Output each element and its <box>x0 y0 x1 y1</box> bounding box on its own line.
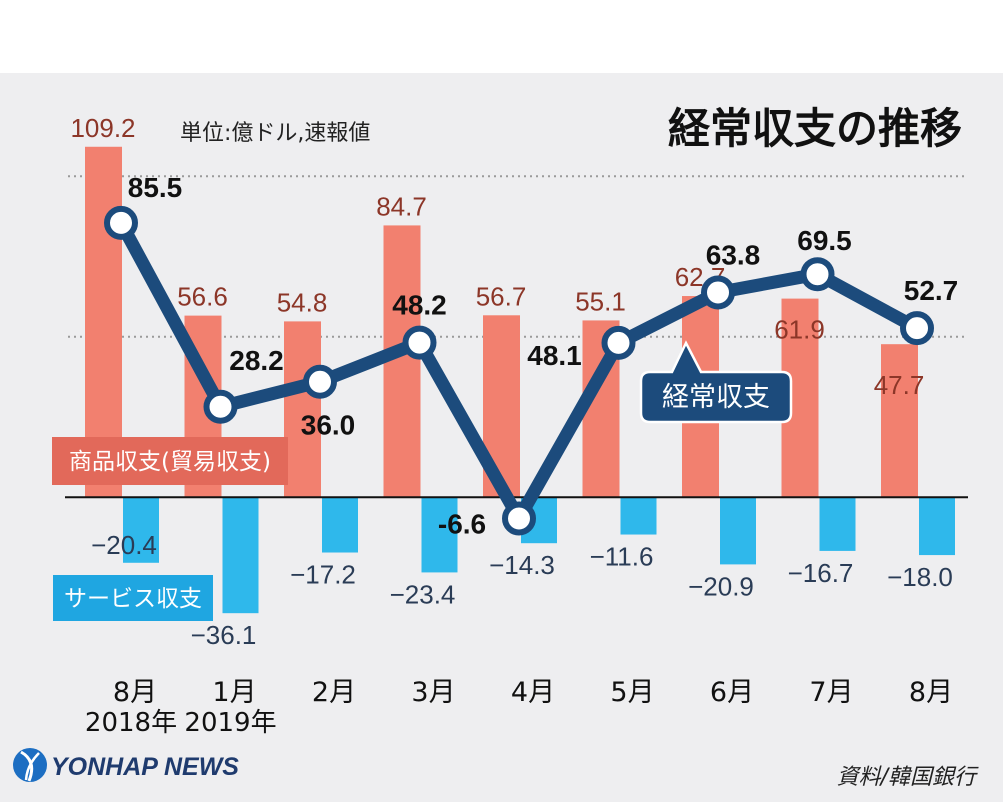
line-value-labels-layer: 85.5 28.2 36.0 48.2 -6.6 48.1 63.8 69.5 52.7 <box>128 172 959 540</box>
x-axis-month-label: 3月 <box>411 677 455 708</box>
legend-services-label: サービス収支 <box>64 586 202 612</box>
services-value-label: −36.1 <box>191 620 257 650</box>
current-account-marker <box>601 325 636 360</box>
bar-value-labels-layer: 109.256.6 54.884.756.7 55.162.761.947.7−20… <box>70 113 952 650</box>
yonhap-logo-text: YONHAP NEWS <box>51 753 239 781</box>
x-axis-month-label: 4月 <box>511 677 555 708</box>
x-axis-month-label: 8月 <box>909 677 953 708</box>
goods-value-label: 55.1 <box>575 286 626 316</box>
goods-value-label: 54.8 <box>277 287 328 317</box>
goods-value-label: 109.2 <box>70 113 135 143</box>
current-account-marker <box>701 275 735 310</box>
current-account-marker <box>104 205 138 240</box>
current-account-value-label: 63.8 <box>706 240 761 271</box>
services-balance-bar <box>421 497 458 573</box>
services-balance-bar <box>123 497 159 563</box>
yonhap-globe-icon <box>13 748 47 782</box>
x-axis-month-label: 7月 <box>809 677 853 708</box>
goods-value-label: 47.7 <box>874 370 925 400</box>
current-account-value-label: 48.1 <box>527 340 582 371</box>
x-axis-month-label: 6月 <box>710 677 754 708</box>
current-account-value-label: 69.5 <box>797 225 852 256</box>
source-note: 資料/韓国銀行 <box>837 765 979 790</box>
services-value-label: −20.4 <box>91 530 157 560</box>
goods-value-label: 56.6 <box>177 282 228 312</box>
callout-bubble <box>639 340 793 424</box>
legend-goods-label: 商品収支(貿易収支) <box>69 449 271 475</box>
current-account-marker <box>402 325 437 360</box>
current-account-value-label: 52.7 <box>904 275 959 306</box>
current-account-line-layer <box>104 205 934 536</box>
goods-balance-bar <box>284 321 321 498</box>
services-value-label: −18.0 <box>887 562 953 592</box>
x-axis-year-label: 2018年 <box>85 708 177 738</box>
services-value-label: −14.3 <box>489 550 555 580</box>
goods-value-label: 61.9 <box>774 315 825 345</box>
current-account-value-label: 28.2 <box>229 345 284 376</box>
current-account-marker <box>800 257 835 292</box>
top-white-band <box>0 0 1003 73</box>
services-value-label: −20.9 <box>688 571 754 601</box>
current-account-value-label: 36.0 <box>301 410 356 441</box>
current-account-value-label: -6.6 <box>438 508 486 539</box>
current-account-marker <box>303 364 337 399</box>
services-balance-bar <box>720 497 756 565</box>
x-axis-month-label: 8月 <box>113 677 157 708</box>
services-balance-bar <box>322 497 358 553</box>
chart-title: 経常収支の推移 <box>668 104 962 153</box>
services-balance-bar <box>919 497 955 556</box>
legend-services-balance: サービス収支 <box>53 575 213 621</box>
legend-goods-balance: 商品収支(貿易収支) <box>52 437 288 485</box>
legend-services-box <box>53 575 213 621</box>
unit-note: 単位:億ドル,速報値 <box>180 121 370 146</box>
x-axis-month-label: 2月 <box>312 677 356 708</box>
services-value-label: −16.7 <box>788 558 854 588</box>
services-value-label: −17.2 <box>290 560 356 590</box>
current-account-value-label: 85.5 <box>128 172 183 203</box>
services-value-label: −23.4 <box>390 579 456 609</box>
x-axis-month-label: 1月 <box>212 677 256 708</box>
services-balance-bar <box>222 497 259 614</box>
services-balance-bar <box>620 497 657 535</box>
legend-goods-box <box>52 437 288 485</box>
x-axis-month-label: 5月 <box>610 677 654 708</box>
goods-balance-bar <box>881 344 918 498</box>
yonhap-logo: YONHAP NEWS <box>13 748 239 782</box>
current-account-marker <box>900 311 934 346</box>
goods-value-label: 84.7 <box>376 191 427 221</box>
services-balance-bar <box>819 497 856 551</box>
current-account-marker <box>502 501 536 536</box>
current-account-marker <box>203 389 238 424</box>
x-axis-year-label: 2019年 <box>184 708 276 738</box>
current-account-value-label: 48.2 <box>392 290 447 321</box>
current-account-callout: 経常収支 <box>639 340 793 424</box>
callout-label: 経常収支 <box>662 382 770 413</box>
goods-value-label: 56.7 <box>476 281 527 311</box>
services-value-label: −11.6 <box>590 542 654 572</box>
goods-balance-bar <box>383 225 421 498</box>
